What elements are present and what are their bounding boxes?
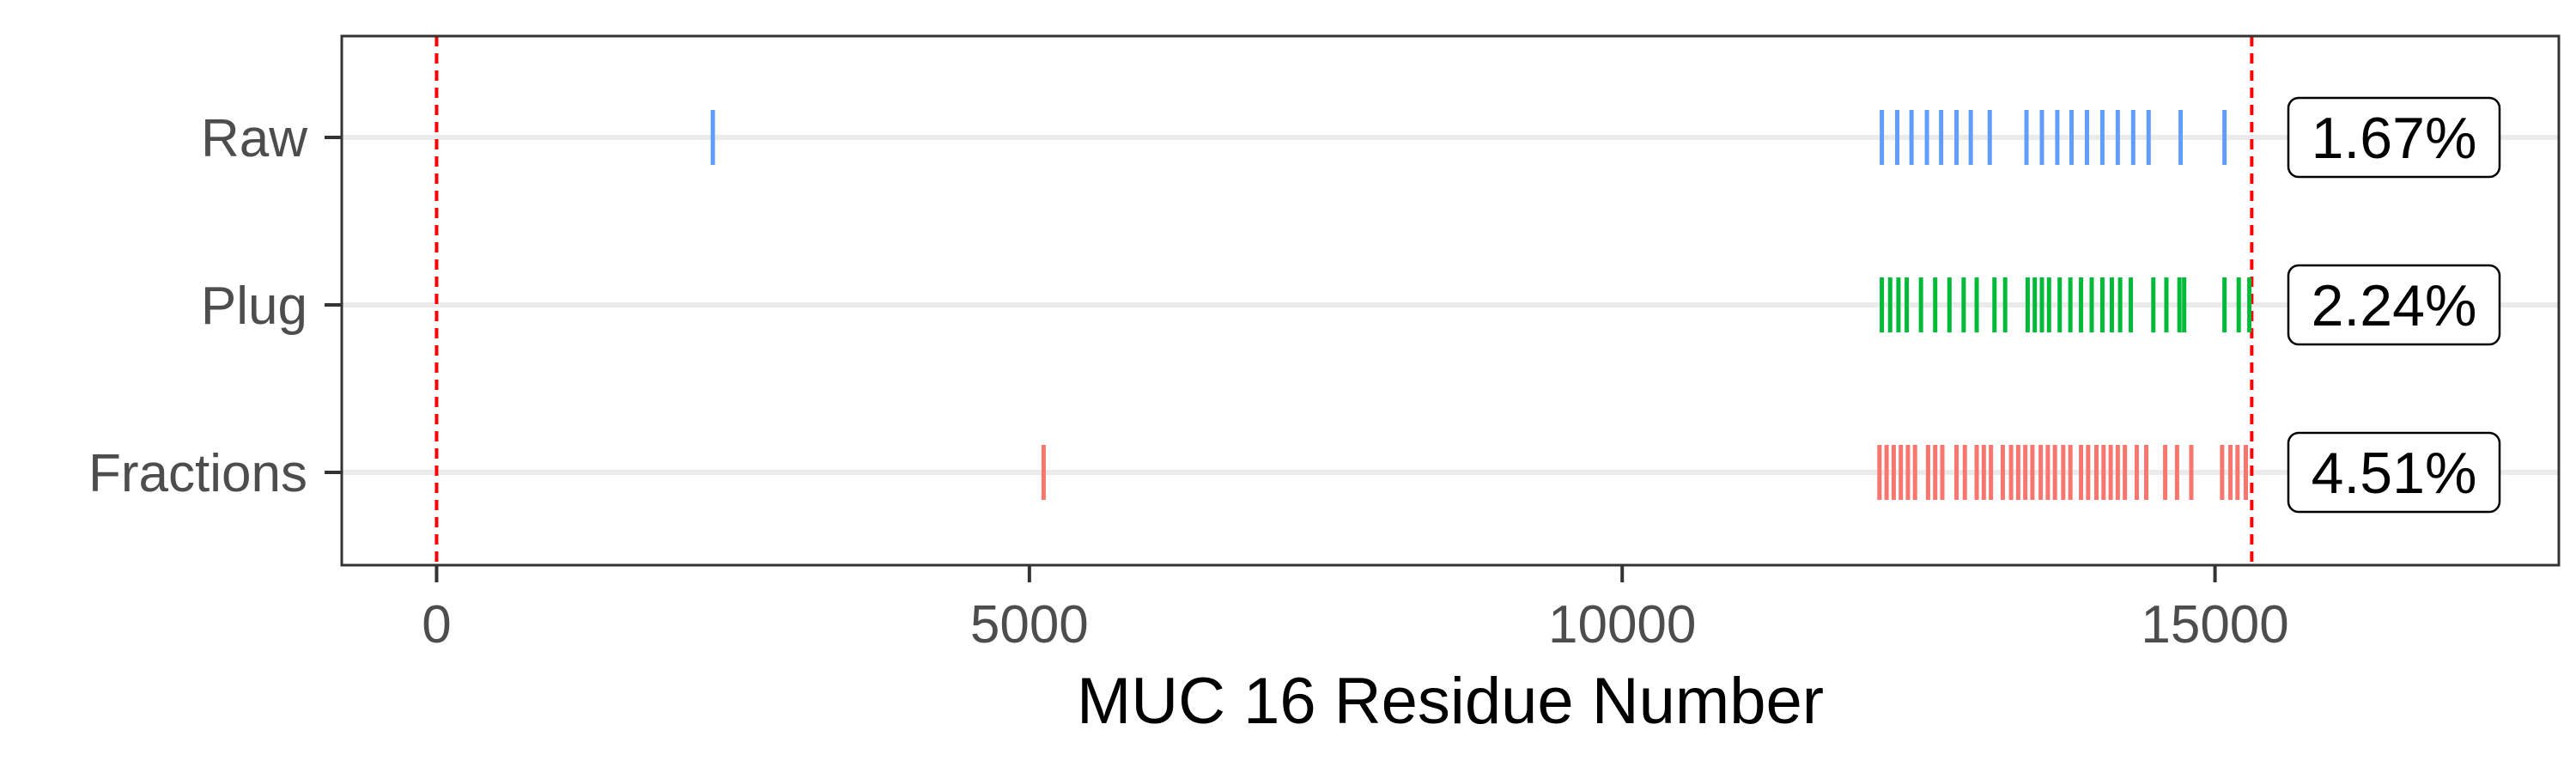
x-tick-label: 10000 bbox=[1548, 595, 1696, 654]
percentage-box-raw bbox=[2287, 96, 2501, 179]
percentage-label-plug: 2.24% bbox=[2312, 273, 2477, 338]
reference-lines bbox=[434, 36, 2254, 565]
x-tick-label: 5000 bbox=[970, 595, 1089, 654]
percentage-label-raw: 1.67% bbox=[2312, 106, 2477, 171]
percentage-label-fractions: 4.51% bbox=[2312, 441, 2477, 506]
residue-marks bbox=[710, 110, 2252, 500]
y-tick-label-raw: Raw bbox=[201, 109, 307, 168]
y-tick-label-fractions: Fractions bbox=[88, 444, 307, 503]
percentage-box-plug bbox=[2287, 264, 2501, 346]
percentage-labels: 1.67% 2.24% 4.51% bbox=[2287, 96, 2501, 514]
y-axis: Raw Plug Fractions bbox=[88, 109, 342, 503]
x-axis: 0 5000 10000 15000 bbox=[422, 565, 2289, 654]
x-tick-label: 15000 bbox=[2141, 595, 2288, 654]
percentage-box-fractions bbox=[2287, 431, 2501, 514]
x-tick-label: 0 bbox=[422, 595, 451, 654]
plot-panel-border bbox=[340, 34, 2561, 567]
x-axis-title: MUC 16 Residue Number bbox=[1077, 665, 1824, 738]
y-tick-label-plug: Plug bbox=[201, 277, 307, 336]
